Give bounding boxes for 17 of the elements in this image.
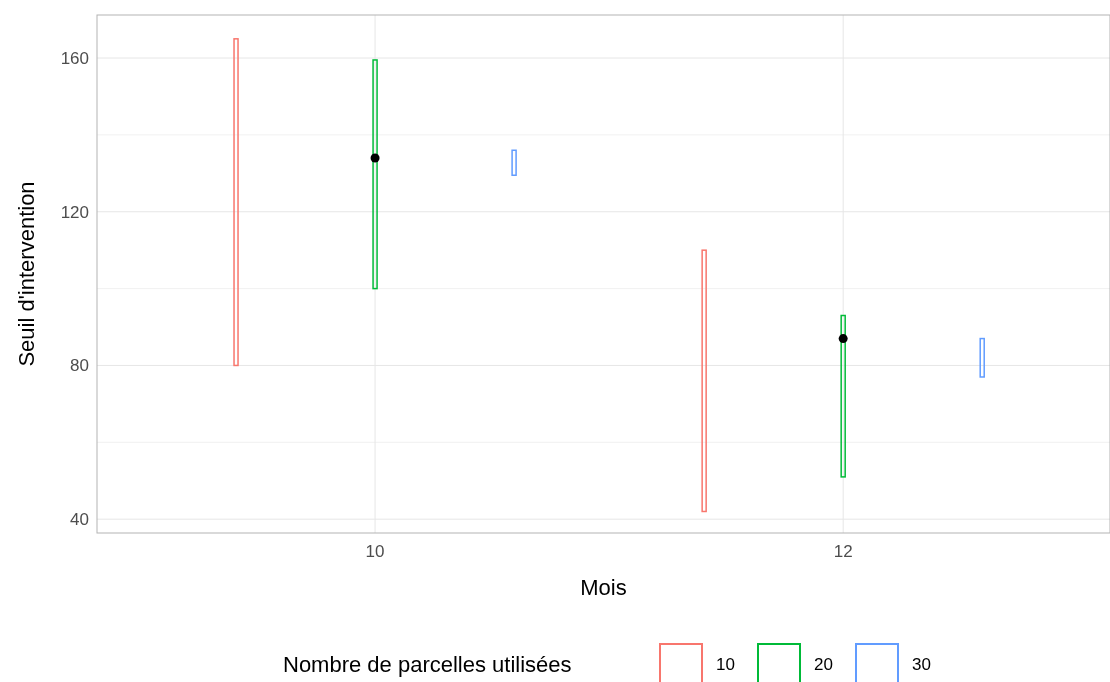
bar [372, 59, 378, 290]
x-axis-title: Mois [580, 575, 627, 600]
legend-label: 20 [814, 654, 833, 674]
legend-label: 30 [912, 654, 931, 674]
bar [701, 249, 707, 513]
legend-label: 10 [716, 654, 735, 674]
x-tick-label: 12 [833, 542, 853, 561]
y-tick-label: 120 [60, 202, 89, 222]
bar [233, 38, 239, 367]
bar [511, 149, 517, 176]
bar [979, 337, 985, 378]
y-tick-label: 160 [60, 48, 89, 68]
y-tick-label: 80 [70, 356, 89, 376]
bar [840, 314, 846, 478]
legend-title: Nombre de parcelles utilisées [283, 651, 572, 677]
y-axis-title: Seuil d'intervention [14, 181, 39, 367]
y-tick-label: 40 [70, 510, 89, 530]
